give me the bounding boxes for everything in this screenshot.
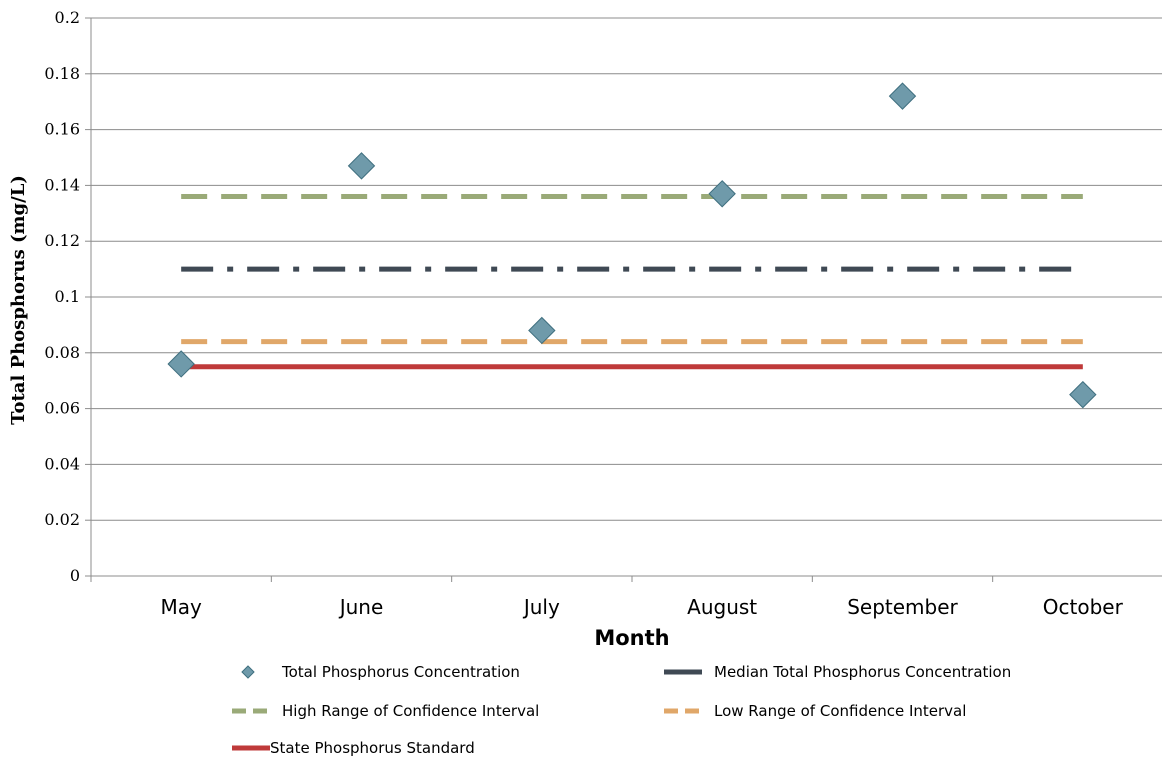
x-tick-label: September	[847, 595, 958, 619]
x-axis-title: Month	[594, 626, 669, 650]
legend-label: High Range of Confidence Interval	[282, 702, 539, 720]
reference-lines	[181, 194, 1083, 370]
y-tick-label: 0	[70, 566, 80, 585]
axes	[85, 17, 1162, 582]
x-tick-label: July	[522, 595, 560, 619]
legend-label: Total Phosphorus Concentration	[281, 663, 520, 681]
y-tick-label: 0.16	[44, 120, 80, 139]
y-tick-label: 0.14	[44, 175, 80, 194]
legend-label: Median Total Phosphorus Concentration	[714, 663, 1011, 681]
x-tick-label: June	[338, 595, 384, 619]
legend-label: Low Range of Confidence Interval	[714, 702, 966, 720]
axis-labels: 0 0.02 0.04 0.06 0.08 0.1 0.12 0.14 0.16 0.18 0.2 M…	[44, 8, 1123, 619]
x-tick-label: May	[160, 595, 202, 619]
y-tick-label: 0.08	[44, 343, 80, 362]
gridlines	[91, 17, 1162, 521]
x-tick-label: October	[1043, 595, 1124, 619]
y-tick-label: 0.06	[44, 399, 80, 418]
y-tick-label: 0.12	[44, 231, 80, 250]
data-point	[888, 82, 917, 110]
data-point	[528, 316, 556, 345]
data-point	[347, 152, 376, 180]
y-axis-title: Total Phosphorus (mg/L)	[8, 175, 29, 425]
legend-marker	[241, 665, 255, 679]
data-point	[708, 180, 736, 208]
y-tick-label: 0.18	[44, 64, 80, 83]
legend: Total Phosphorus Concentration Median Tot…	[232, 663, 1011, 757]
legend-label: State Phosphorus Standard	[270, 739, 475, 757]
y-tick-label: 0.2	[55, 8, 80, 27]
data-points	[167, 82, 1097, 409]
y-tick-label: 0.04	[44, 454, 80, 473]
data-point	[167, 350, 195, 378]
y-tick-label: 0.1	[55, 287, 80, 306]
x-tick-label: August	[687, 595, 757, 619]
y-tick-label: 0.02	[44, 510, 80, 529]
data-point	[1069, 380, 1097, 409]
